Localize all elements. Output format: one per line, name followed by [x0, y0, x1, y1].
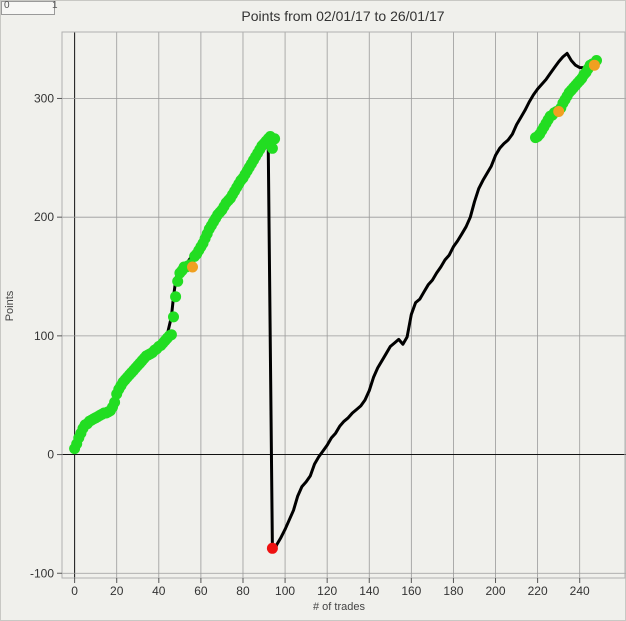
data-point: [553, 106, 565, 117]
data-point: [588, 59, 600, 71]
series-line: [73, 51, 598, 550]
x-tick-label: 140: [359, 584, 379, 598]
y-tick-label: -100: [30, 566, 54, 580]
data-point: [266, 542, 278, 554]
x-tick-label: 240: [570, 584, 590, 598]
data-point: [266, 142, 278, 154]
x-tick-label: 220: [528, 584, 548, 598]
data-point: [165, 329, 177, 341]
x-tick-label: 20: [110, 584, 124, 598]
data-point: [269, 133, 281, 145]
data-point: [168, 311, 179, 323]
x-tick-label: 100: [275, 584, 295, 598]
axes-layer: [61, 31, 626, 579]
y-tick-label: 100: [34, 329, 54, 343]
x-tick-label: 180: [443, 584, 463, 598]
series-layer: [69, 51, 602, 554]
x-tick-label: 80: [236, 584, 250, 598]
data-point: [172, 275, 184, 287]
y-tick-label: 200: [34, 210, 54, 224]
x-tick-label: 160: [401, 584, 421, 598]
y-tick-label: 0: [47, 448, 54, 462]
x-axis-label: # of trades: [313, 601, 365, 613]
x-tick-label: 60: [194, 584, 208, 598]
tick-layer: 0 20 40 60 80 100 120 140 160 180 200 220 240 -100 0 10…: [30, 91, 590, 598]
plot-border: [61, 31, 626, 579]
y-tick-label: 300: [34, 91, 54, 105]
grid-layer: [62, 32, 626, 578]
chart-title: Points from 02/01/17 to 26/01/17: [241, 8, 444, 24]
corner-left-label: 0: [4, 0, 10, 11]
data-point: [109, 396, 121, 408]
x-tick-label: 40: [152, 584, 166, 598]
corner-box: 0 1: [1, 0, 58, 15]
x-tick-label: 120: [317, 584, 337, 598]
y-axis-label: Points: [4, 290, 16, 321]
data-point: [170, 291, 182, 303]
x-tick-label: 200: [486, 584, 506, 598]
data-point: [187, 261, 198, 273]
x-tick-label: 0: [71, 584, 78, 598]
corner-right-label: 1: [52, 0, 58, 11]
